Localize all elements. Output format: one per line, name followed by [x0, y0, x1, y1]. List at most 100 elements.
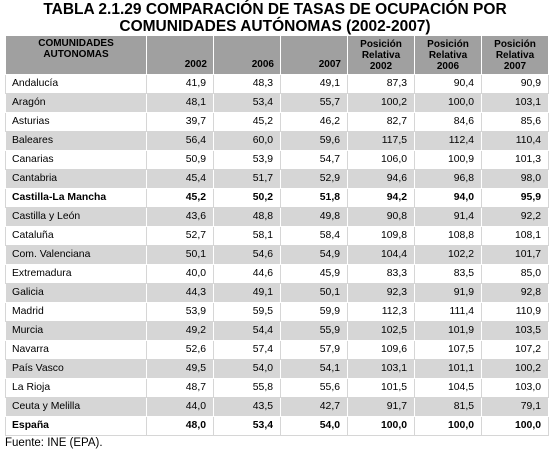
value-cell: 44,0 — [146, 397, 214, 417]
value-cell: 91,4 — [414, 207, 482, 227]
table-row: Com. Valenciana 50,1 54,6 54,9 104,4 102,2 101… — [5, 245, 549, 265]
value-cell: 94,6 — [347, 169, 415, 189]
value-cell: 83,3 — [347, 264, 415, 284]
region-name-cell: Castilla y León — [5, 207, 147, 227]
header-2007: 2007 — [280, 35, 348, 75]
region-name-cell: Cataluña — [5, 226, 147, 246]
value-cell: 100,9 — [414, 150, 482, 170]
header-region-line-2: AUTONOMAS — [43, 49, 109, 60]
value-cell: 102,2 — [414, 245, 482, 265]
value-cell: 101,5 — [347, 378, 415, 398]
value-cell: 94,0 — [414, 188, 482, 208]
value-cell: 46,2 — [280, 112, 348, 132]
table-row: Canarias 50,9 53,9 54,7 106,0 100,9 101,3 — [5, 150, 549, 170]
value-cell: 49,1 — [213, 283, 281, 303]
value-cell: 53,4 — [213, 416, 281, 436]
value-cell: 59,5 — [213, 302, 281, 322]
value-cell: 51,7 — [213, 169, 281, 189]
table-row: Aragón 48,1 53,4 55,7 100,2 100,0 103,1 — [5, 93, 549, 113]
table-row: País Vasco 49,5 54,0 54,1 103,1 101,1 100,2 — [5, 359, 549, 379]
value-cell: 92,2 — [481, 207, 549, 227]
header-rel-2006-line-2: Relativa — [428, 49, 468, 61]
value-cell: 54,1 — [280, 359, 348, 379]
table-row: Galicia 44,3 49,1 50,1 92,3 91,9 92,8 — [5, 283, 549, 303]
header-rel-2006-line-1: Posición — [427, 38, 469, 50]
value-cell: 48,3 — [213, 74, 281, 94]
region-name-cell: Navarra — [5, 340, 147, 360]
value-cell: 85,0 — [481, 264, 549, 284]
value-cell: 90,9 — [481, 74, 549, 94]
value-cell: 54,9 — [280, 245, 348, 265]
value-cell: 53,4 — [213, 93, 281, 113]
value-cell: 52,7 — [146, 226, 214, 246]
value-cell: 83,5 — [414, 264, 482, 284]
value-cell: 90,4 — [414, 74, 482, 94]
value-cell: 50,2 — [213, 188, 281, 208]
region-name-cell: Com. Valenciana — [5, 245, 147, 265]
region-name-cell: Madrid — [5, 302, 147, 322]
value-cell: 55,8 — [213, 378, 281, 398]
table-row: Baleares 56,4 60,0 59,6 117,5 112,4 110,4 — [5, 131, 549, 151]
value-cell: 49,2 — [146, 321, 214, 341]
value-cell: 53,9 — [146, 302, 214, 322]
value-cell: 100,0 — [481, 416, 549, 436]
header-region-line-1: COMUNIDADES — [38, 38, 114, 49]
region-name-cell: Asturias — [5, 112, 147, 132]
value-cell: 103,1 — [347, 359, 415, 379]
value-cell: 49,5 — [146, 359, 214, 379]
title-line-2: COMUNIDADES AUTÓNOMAS (2002-2007) — [119, 18, 431, 35]
value-cell: 58,1 — [213, 226, 281, 246]
value-cell: 103,5 — [481, 321, 549, 341]
value-cell: 104,4 — [347, 245, 415, 265]
header-2006: 2006 — [213, 35, 281, 75]
table-row: Extremadura 40,0 44,6 45,9 83,3 83,5 85,0 — [5, 264, 549, 284]
table-row: Navarra 52,6 57,4 57,9 109,6 107,5 107,2 — [5, 340, 549, 360]
value-cell: 49,1 — [280, 74, 348, 94]
value-cell: 107,2 — [481, 340, 549, 360]
value-cell: 57,9 — [280, 340, 348, 360]
value-cell: 58,4 — [280, 226, 348, 246]
value-cell: 101,9 — [414, 321, 482, 341]
region-name-cell: La Rioja — [5, 378, 147, 398]
value-cell: 112,4 — [414, 131, 482, 151]
value-cell: 41,9 — [146, 74, 214, 94]
region-name-cell: Canarias — [5, 150, 147, 170]
table-body: Andalucía 41,9 48,3 49,1 87,3 90,4 90,9 Aragón 4… — [5, 74, 549, 436]
header-rel-2002-line-2: Relativa — [361, 49, 401, 61]
value-cell: 50,9 — [146, 150, 214, 170]
region-name-cell: Ceuta y Melilla — [5, 397, 147, 417]
value-cell: 96,8 — [414, 169, 482, 189]
table-row: Madrid 53,9 59,5 59,9 112,3 111,4 110,9 — [5, 302, 549, 322]
value-cell: 48,7 — [146, 378, 214, 398]
table-row: Murcia 49,2 54,4 55,9 102,5 101,9 103,5 — [5, 321, 549, 341]
value-cell: 50,1 — [146, 245, 214, 265]
table-row: Castilla y León 43,6 48,8 49,8 90,8 91,4 92,2 — [5, 207, 549, 227]
value-cell: 101,7 — [481, 245, 549, 265]
value-cell: 49,8 — [280, 207, 348, 227]
region-name-cell: Aragón — [5, 93, 147, 113]
value-cell: 110,9 — [481, 302, 549, 322]
value-cell: 55,7 — [280, 93, 348, 113]
value-cell: 108,1 — [481, 226, 549, 246]
value-cell: 45,2 — [146, 188, 214, 208]
region-name-cell: Baleares — [5, 131, 147, 151]
region-name-cell: País Vasco — [5, 359, 147, 379]
header-rel-2002-line-3: 2002 — [369, 60, 393, 72]
table-row: Asturias 39,7 45,2 46,2 82,7 84,6 85,6 — [5, 112, 549, 132]
value-cell: 52,6 — [146, 340, 214, 360]
value-cell: 59,9 — [280, 302, 348, 322]
header-rel-2007-line-3: 2007 — [503, 60, 527, 72]
value-cell: 45,9 — [280, 264, 348, 284]
value-cell: 79,1 — [481, 397, 549, 417]
table-row: Cantabria 45,4 51,7 52,9 94,6 96,8 98,0 — [5, 169, 549, 189]
value-cell: 90,8 — [347, 207, 415, 227]
table-title: TABLA 2.1.29 COMPARACIÓN DE TASAS DE OCU… — [0, 1, 550, 35]
value-cell: 103,1 — [481, 93, 549, 113]
value-cell: 95,9 — [481, 188, 549, 208]
value-cell: 81,5 — [414, 397, 482, 417]
region-name-cell: España — [5, 416, 147, 436]
header-rel-2007-line-1: Posición — [494, 38, 536, 50]
header-region: COMUNIDADES AUTONOMAS — [5, 35, 147, 75]
table-row: España 48,0 53,4 54,0 100,0 100,0 100,0 — [5, 416, 549, 436]
value-cell: 42,7 — [280, 397, 348, 417]
